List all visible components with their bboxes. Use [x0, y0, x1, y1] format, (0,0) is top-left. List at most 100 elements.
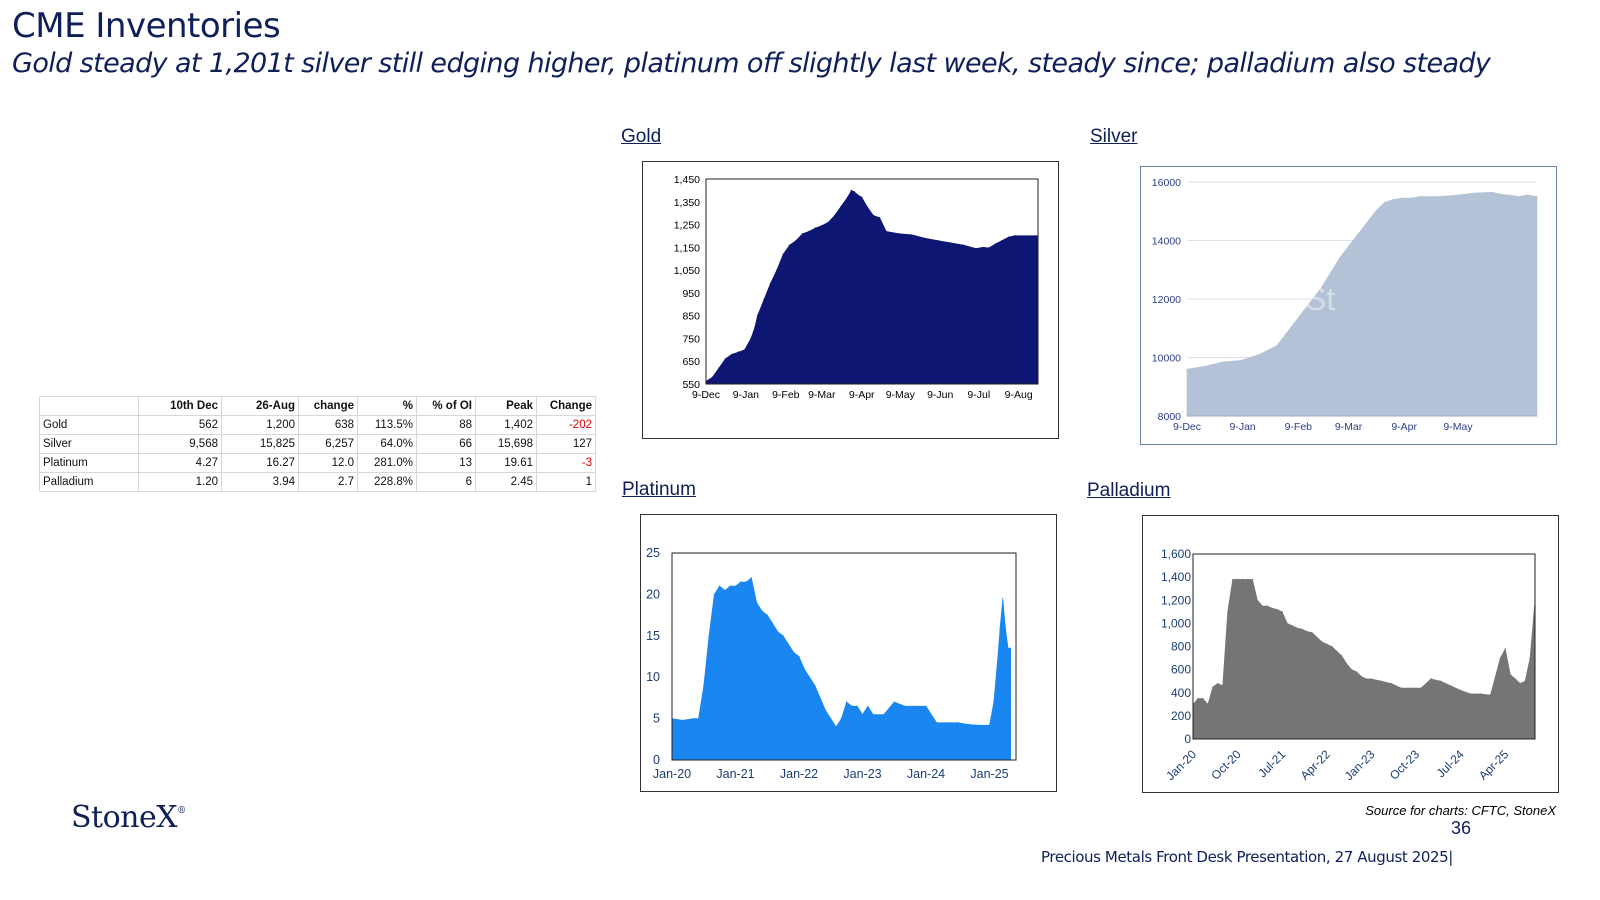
gold-area-series: [705, 190, 1039, 385]
table-cell: 9,568: [138, 434, 222, 454]
palladium-data-point: [1306, 630, 1308, 633]
gold-y-tick-label: 1,350: [674, 197, 700, 209]
palladium-data-point: [1197, 697, 1199, 700]
gold-data-point: [808, 230, 810, 232]
palladium-area-series: [1192, 579, 1536, 740]
gold-data-point: [861, 196, 863, 198]
platinum-data-point: [793, 651, 795, 653]
gold-y-tick-label: 850: [682, 311, 700, 323]
gold-data-point: [834, 214, 836, 216]
table-cell: 113.5%: [357, 415, 417, 435]
silver-x-tick-label: 9-Mar: [1335, 421, 1363, 433]
silver-chart-title: Silver: [1090, 126, 1138, 147]
gold-y-tick-label: 1,250: [674, 220, 700, 232]
palladium-chart-title: Palladium: [1087, 480, 1171, 501]
platinum-data-point: [904, 705, 906, 707]
platinum-data-point: [756, 602, 758, 604]
silver-chart: St 8000 10000 12000 14000 16000 9-Dec 9-Jan 9-Fe…: [1140, 166, 1557, 445]
palladium-data-point: [1202, 697, 1204, 700]
platinum-data-point: [803, 668, 805, 670]
platinum-data-point: [957, 722, 959, 724]
platinum-data-point: [830, 718, 832, 720]
gold-data-point: [924, 237, 926, 239]
stonex-watermark: oneX: [814, 638, 889, 674]
silver-x-tick-label: 9-Apr: [1391, 421, 1417, 433]
platinum-data-point: [708, 635, 710, 637]
table-cell: -202: [536, 415, 596, 435]
table-cell: 88: [416, 415, 476, 435]
platinum-data-point: [740, 581, 742, 583]
platinum-x-tick-label: Jan-21: [716, 767, 754, 781]
silver-y-tick-label: 8000: [1158, 411, 1182, 423]
platinum-data-point: [814, 684, 816, 687]
platinum-data-point: [988, 724, 991, 726]
platinum-data-point: [761, 610, 763, 612]
platinum-data-point: [1010, 647, 1012, 649]
chart-source: Source for charts: CFTC, StoneX: [1365, 803, 1556, 818]
table-cell: 12.0: [298, 453, 358, 473]
palladium-data-point: [1336, 650, 1338, 652]
palladium-data-point: [1232, 578, 1234, 580]
gold-data-point: [1014, 235, 1016, 237]
table-row: Platinum 4.27 16.27 12.0 281.0% 13 19.61 -3: [39, 453, 596, 473]
palladium-data-point: [1420, 687, 1422, 689]
palladium-x-tick-label: Oct-20: [1208, 747, 1244, 783]
platinum-data-point: [925, 705, 927, 707]
silver-data-point: [1518, 196, 1520, 198]
silver-data-point: [1536, 196, 1538, 198]
gold-x-tick-label: 9-Mar: [808, 389, 836, 401]
platinum-data-point: [772, 622, 774, 624]
palladium-data-point: [1390, 682, 1392, 685]
palladium-data-point: [1529, 657, 1531, 659]
table-header-row: 10th Dec 26-Aug change % % of OI Peak Ch…: [39, 396, 596, 416]
silver-data-point: [1330, 272, 1332, 274]
platinum-y-tick-label: 0: [653, 753, 660, 767]
gold-data-point: [949, 242, 952, 244]
gold-data-point: [776, 269, 778, 271]
platinum-data-point: [719, 585, 721, 587]
gold-data-point: [962, 244, 964, 246]
palladium-data-point: [1261, 605, 1263, 607]
platinum-area-series: [671, 577, 1011, 761]
gold-data-point: [885, 230, 887, 232]
plot-frame: [705, 178, 1039, 385]
gold-data-point: [847, 196, 849, 198]
palladium-data-point: [1242, 578, 1244, 580]
table-cell: 1,200: [221, 415, 299, 435]
gold-data-point: [763, 299, 765, 301]
silver-data-point: [1222, 361, 1224, 363]
palladium-data-point: [1227, 611, 1229, 613]
gold-data-point: [857, 194, 859, 196]
gold-data-point: [911, 234, 913, 236]
palladium-data-point: [1509, 673, 1511, 675]
gold-data-point: [711, 376, 713, 378]
table-cell: 19.61: [475, 453, 537, 473]
table-cell: 6,257: [298, 434, 358, 454]
platinum-data-point: [697, 718, 700, 720]
palladium-x-tick-label: Apr-22: [1298, 747, 1334, 783]
palladium-data-point: [1331, 645, 1333, 648]
presentation-footer: Precious Metals Front Desk Presentation,…: [1041, 848, 1453, 866]
silver-data-point: [1437, 196, 1439, 198]
platinum-data-point: [782, 635, 784, 637]
palladium-data-point: [1365, 678, 1368, 680]
silver-data-point: [1455, 194, 1457, 196]
silver-data-point: [1240, 359, 1242, 361]
platinum-data-point: [999, 626, 1001, 629]
platinum-data-point: [745, 581, 747, 583]
gold-x-tick-label: 9-Dec: [692, 389, 720, 401]
gold-data-point: [898, 233, 900, 235]
silver-area-series: [1186, 191, 1538, 417]
gold-data-point: [1007, 236, 1009, 238]
palladium-x-tick-label: Oct-23: [1387, 747, 1423, 783]
platinum-x-tick-label: Jan-20: [653, 767, 691, 781]
silver-data-point: [1276, 345, 1278, 347]
gold-data-point: [1001, 239, 1003, 242]
table-row: Silver 9,568 15,825 6,257 64.0% 66 15,698 127: [39, 434, 596, 454]
silver-y-tick-label: 14000: [1152, 236, 1181, 248]
gold-y-tick-label: 1,150: [674, 242, 700, 254]
table-cell: 13: [416, 453, 476, 473]
gold-data-point: [866, 205, 868, 207]
palladium-data-point: [1286, 622, 1288, 624]
silver-data-point: [1186, 368, 1188, 370]
